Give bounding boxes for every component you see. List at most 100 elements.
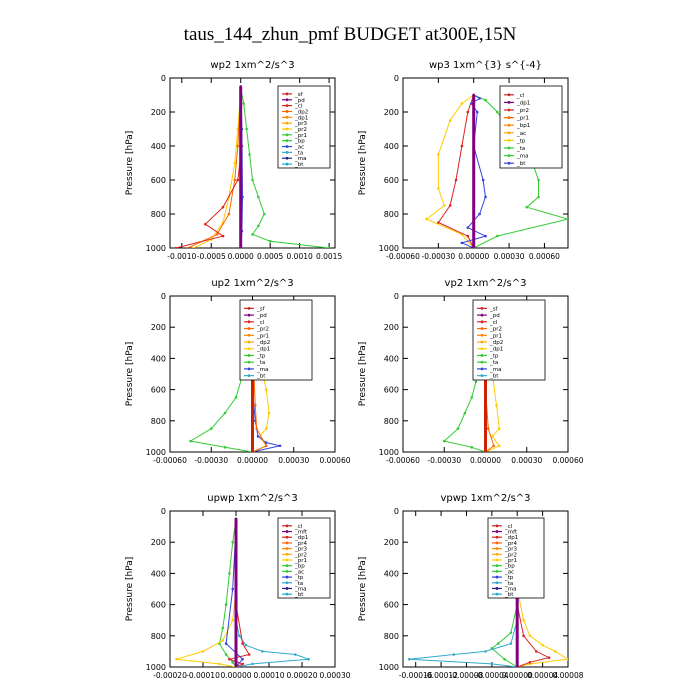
series-point-dp1: [486, 427, 490, 430]
legend-entry: _ma: [294, 156, 306, 162]
series-point-ac: [241, 657, 244, 661]
series-line-tp: [252, 389, 281, 452]
series-point-cl: [466, 234, 470, 238]
series-point-pr2: [522, 618, 525, 622]
legend-marker: [285, 558, 289, 562]
series-point-pr2: [448, 119, 452, 122]
legend-marker: [247, 313, 251, 317]
y-tick-label: 200: [151, 108, 166, 117]
series-point-cl: [515, 603, 519, 606]
legend-marker: [285, 547, 289, 551]
legend-marker: [507, 139, 511, 142]
legend-entry: _pr1: [516, 116, 529, 122]
legend-entry: _ac: [504, 569, 514, 575]
y-tick-label: 800: [384, 632, 399, 641]
legend: _sf_pd_cl_pr2_pr1_dp2_dp1_tp_ta_ma_bt: [239, 299, 313, 381]
series-point-cl: [221, 234, 225, 238]
series-point-pr1: [470, 396, 474, 399]
series-point-tp: [484, 650, 487, 653]
series-point-pr1: [262, 212, 266, 216]
panel-4: vp2 1xm^2/s^3 0 200 400 600 800 1000 Pressure […: [358, 278, 584, 465]
series-point-pr2: [495, 403, 498, 407]
legend-entry: _mft: [294, 530, 308, 536]
series-point-pr1: [484, 98, 487, 102]
series-point-cl: [251, 388, 254, 391]
series-point-bt: [472, 93, 476, 97]
x-tick-label: 0.00060: [529, 252, 560, 261]
series-point-cl: [234, 572, 238, 575]
legend-entry: _dp2: [256, 340, 270, 346]
legend-entry: _sf: [489, 306, 499, 312]
legend-entry: _pr1: [294, 558, 307, 564]
series-point-pr2: [201, 650, 205, 653]
series-point-dp1: [241, 642, 244, 645]
series-point-tp: [294, 653, 297, 656]
series-point-pr1: [463, 411, 467, 415]
series-point-pr2: [221, 639, 225, 642]
legend-marker: [507, 154, 511, 158]
series-point-pr2: [528, 634, 532, 638]
legend-entry: _bt: [294, 162, 304, 168]
legend-marker: [285, 98, 289, 102]
panel-title: vpwp 1xm^2/s^3: [440, 493, 530, 504]
series-point-bt: [239, 85, 243, 88]
series-point-dp1: [247, 653, 251, 656]
legend-entry: _ma: [489, 367, 501, 373]
legend-marker: [480, 347, 484, 351]
legend-marker: [495, 530, 499, 533]
legend-marker: [495, 524, 499, 528]
series-point-pr2: [425, 217, 428, 221]
series-point-bt: [239, 144, 243, 148]
series-point-dp1: [241, 662, 244, 666]
series-point-bt: [239, 178, 243, 182]
legend-marker: [285, 575, 289, 579]
legend-marker: [247, 327, 251, 330]
legend-marker: [480, 320, 484, 324]
legend-marker: [285, 121, 289, 125]
series-point-tp: [264, 441, 268, 444]
series-point-pr1: [509, 631, 513, 634]
x-tick-label: -0.00030: [421, 252, 455, 261]
legend-marker: [495, 535, 499, 539]
legend-entry: _dp1: [489, 347, 503, 353]
x-tick-label: 0.00000: [458, 252, 489, 261]
series-point-dp1: [253, 403, 257, 407]
series-point-cl: [236, 178, 240, 182]
series-point-ac: [478, 212, 481, 216]
legend-marker: [495, 569, 499, 573]
y-tick-label: 1000: [379, 663, 399, 672]
x-tick-label: 0.00010: [253, 671, 284, 680]
series-point-bt: [472, 178, 476, 182]
panel-title: vp2 1xm^2/s^3: [445, 278, 527, 289]
series-point-dp1: [215, 233, 219, 236]
legend-marker: [285, 524, 289, 528]
series-line-pr2: [516, 588, 568, 667]
series-point-cl: [221, 205, 225, 209]
y-tick-label: 600: [151, 176, 166, 185]
series-point-ac: [475, 110, 479, 114]
series-point-ac: [460, 241, 464, 245]
x-tick-label: 0.00020: [286, 671, 317, 680]
legend-entry: _pr1: [489, 333, 502, 339]
x-tick-label: -0.00004: [475, 671, 509, 680]
legend-marker: [285, 530, 289, 533]
series-point-dp1: [186, 246, 189, 248]
series-point-cl: [515, 634, 519, 638]
legend-marker: [480, 374, 484, 378]
series-point-pr1: [503, 657, 506, 661]
legend-entry: _dp2: [489, 340, 503, 346]
legend-marker: [247, 306, 251, 310]
legend-marker: [285, 156, 289, 160]
legend-entry: _cl: [504, 524, 513, 530]
legend-box: [472, 299, 546, 381]
series-point-bt: [472, 144, 476, 148]
legend-marker: [507, 108, 511, 112]
series-point-pr1: [257, 224, 260, 228]
legend-marker: [495, 541, 499, 545]
series-point-pr2: [566, 657, 568, 661]
y-tick-label: 600: [384, 386, 399, 395]
y-axis-label: Pressure [hPa]: [125, 342, 135, 407]
y-tick-label: 600: [151, 601, 166, 610]
series-point-pr1: [234, 396, 238, 399]
legend: _cl_dp1 _pr2 _pr1_bp1 _ac_tp _ta _ma_bt: [499, 85, 563, 169]
